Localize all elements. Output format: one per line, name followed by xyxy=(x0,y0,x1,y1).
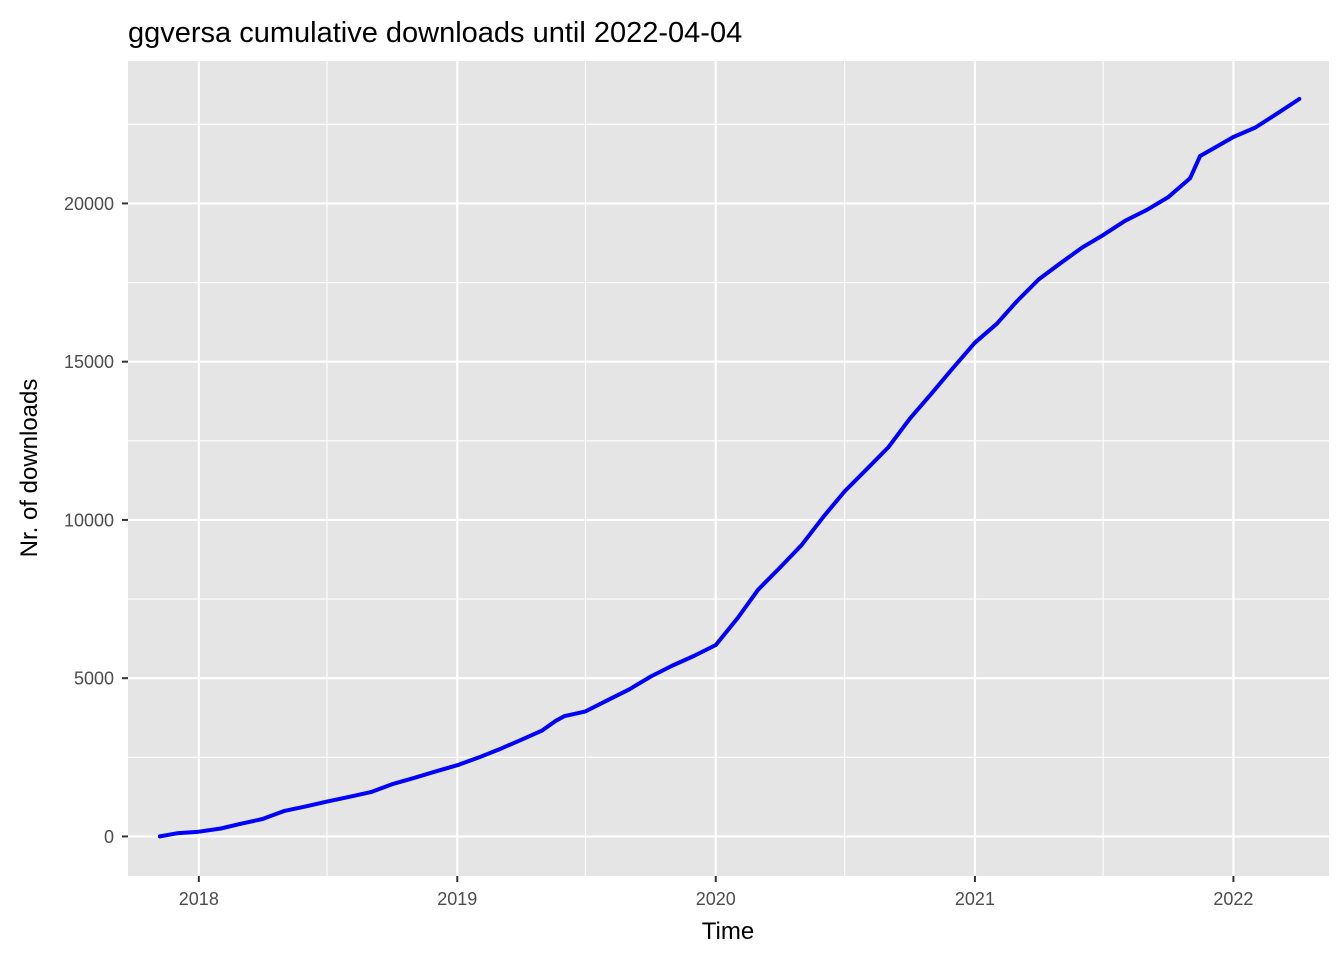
data-point xyxy=(1253,125,1258,130)
tick-labels: 2018 2019 2020 2021 2022 0 5000 10000 15000 20000 xyxy=(64,194,1253,909)
data-point xyxy=(1209,147,1214,152)
data-point xyxy=(519,738,523,742)
data-point xyxy=(433,769,438,774)
data-point xyxy=(778,565,782,570)
y-tick-label: 0 xyxy=(104,827,114,847)
data-point xyxy=(605,698,610,703)
data-point xyxy=(540,728,545,733)
data-point xyxy=(929,391,934,396)
y-axis-title: Nr. of downloads xyxy=(16,379,43,558)
data-point xyxy=(821,514,826,519)
data-point xyxy=(735,616,740,620)
x-axis-title: Time xyxy=(702,918,754,945)
y-tick-label: 15000 xyxy=(64,352,114,372)
data-point xyxy=(713,643,718,647)
x-tick-label: 2019 xyxy=(437,889,477,909)
chart-title: ggversa cumulative downloads until 2022-… xyxy=(128,17,742,49)
grid-major xyxy=(128,61,1329,876)
plot-panel xyxy=(128,61,1329,876)
data-point xyxy=(1231,135,1236,139)
data-point xyxy=(1145,207,1149,212)
y-tick-label: 5000 xyxy=(74,669,114,689)
data-point xyxy=(218,826,223,831)
data-point xyxy=(260,817,265,821)
data-point xyxy=(347,795,351,799)
data-point xyxy=(1080,245,1084,250)
grid-minor xyxy=(128,61,1329,876)
data-point xyxy=(1101,233,1105,237)
data-point xyxy=(1166,195,1171,199)
x-tick-label: 2018 xyxy=(179,889,219,909)
data-point xyxy=(1123,219,1127,223)
data-point xyxy=(583,709,588,714)
data-point xyxy=(158,834,162,839)
data-point xyxy=(238,821,243,826)
data-point xyxy=(907,416,912,421)
data-point xyxy=(497,747,501,752)
y-tick-label: 20000 xyxy=(64,194,114,214)
data-point xyxy=(369,790,373,794)
data-point xyxy=(455,763,460,768)
data-point xyxy=(799,543,804,548)
data-point xyxy=(670,663,675,668)
series-layer xyxy=(157,97,1302,839)
data-point xyxy=(842,489,847,494)
data-point xyxy=(627,687,632,692)
data-point xyxy=(864,467,869,472)
data-point xyxy=(553,719,558,723)
data-point xyxy=(175,831,179,836)
data-point xyxy=(562,714,567,718)
data-point xyxy=(1273,113,1277,117)
data-point xyxy=(1014,299,1019,304)
data-point xyxy=(1198,154,1202,158)
x-tick-label: 2020 xyxy=(696,889,736,909)
data-point xyxy=(995,321,999,326)
data-point xyxy=(477,755,482,760)
axis-ticks xyxy=(122,202,1235,882)
data-point xyxy=(325,799,329,804)
data-point xyxy=(390,782,394,787)
data-point xyxy=(1188,176,1193,180)
data-point xyxy=(973,340,977,345)
data-point xyxy=(1036,277,1041,282)
data-point xyxy=(303,804,308,809)
data-point xyxy=(886,445,891,449)
data-point xyxy=(692,654,696,658)
data-point xyxy=(281,809,286,813)
y-tick-label: 10000 xyxy=(64,510,114,530)
data-point xyxy=(197,829,201,834)
x-tick-label: 2022 xyxy=(1213,889,1253,909)
data-point xyxy=(412,776,416,780)
x-tick-label: 2021 xyxy=(955,889,995,909)
data-point xyxy=(1297,97,1302,101)
series-line-0 xyxy=(157,97,1302,839)
data-point xyxy=(648,674,653,679)
data-point xyxy=(1058,261,1062,266)
data-point xyxy=(756,587,761,592)
data-point xyxy=(951,366,955,370)
